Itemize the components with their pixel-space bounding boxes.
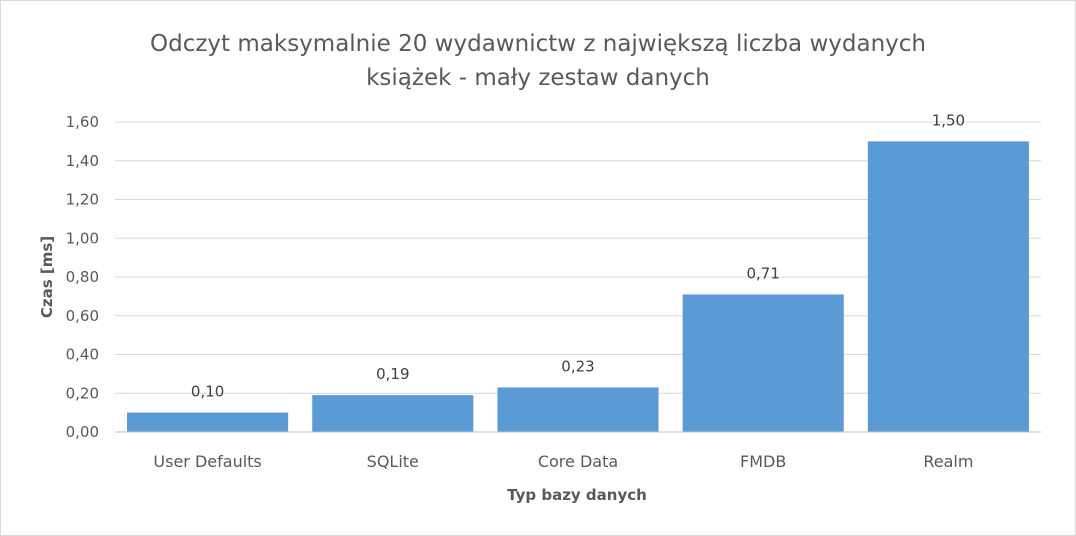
x-category-label: Realm [923, 452, 973, 471]
y-tick-label: 1,00 [66, 229, 99, 247]
data-labels: 0,10 0,19 0,23 0,71 1,50 [191, 111, 965, 400]
y-tick-label: 1,60 [66, 113, 99, 131]
x-category-label: SQLite [367, 452, 419, 471]
bar [682, 294, 844, 432]
x-category-label: User Defaults [153, 452, 261, 471]
bar [497, 387, 659, 432]
y-axis-ticks: 0,00 0,20 0,40 0,60 0,80 1,00 1,20 1,40 1,60 [66, 113, 99, 441]
y-tick-label: 1,40 [66, 152, 99, 170]
gridlines [115, 121, 1041, 394]
data-label: 0,71 [746, 264, 779, 282]
bar [867, 141, 1029, 432]
data-label: 0,10 [191, 383, 224, 401]
y-axis-title: Czas [ms] [38, 236, 56, 318]
x-axis-categories: User Defaults SQLite Core Data FMDB Realm [153, 452, 973, 471]
y-tick-label: 0,80 [66, 268, 99, 286]
chart-title-line-2: książek - mały zestaw danych [366, 65, 710, 91]
bars [127, 141, 1029, 432]
y-tick-label: 0,00 [66, 423, 99, 441]
y-tick-label: 0,60 [66, 307, 99, 325]
x-category-label: Core Data [538, 452, 618, 471]
chart-title: Odczyt maksymalnie 20 wydawnictw z najwi… [150, 31, 926, 91]
data-label: 0,23 [561, 357, 594, 375]
y-tick-label: 0,20 [66, 384, 99, 402]
bar [312, 395, 474, 432]
y-tick-label: 1,20 [66, 191, 99, 209]
x-axis-title: Typ bazy danych [507, 486, 647, 504]
data-label: 1,50 [932, 111, 965, 129]
x-category-label: FMDB [740, 452, 786, 471]
chart-title-line-1: Odczyt maksymalnie 20 wydawnictw z najwi… [150, 31, 926, 57]
bar [127, 412, 289, 432]
y-tick-label: 0,40 [66, 346, 99, 364]
data-label: 0,19 [376, 365, 409, 383]
